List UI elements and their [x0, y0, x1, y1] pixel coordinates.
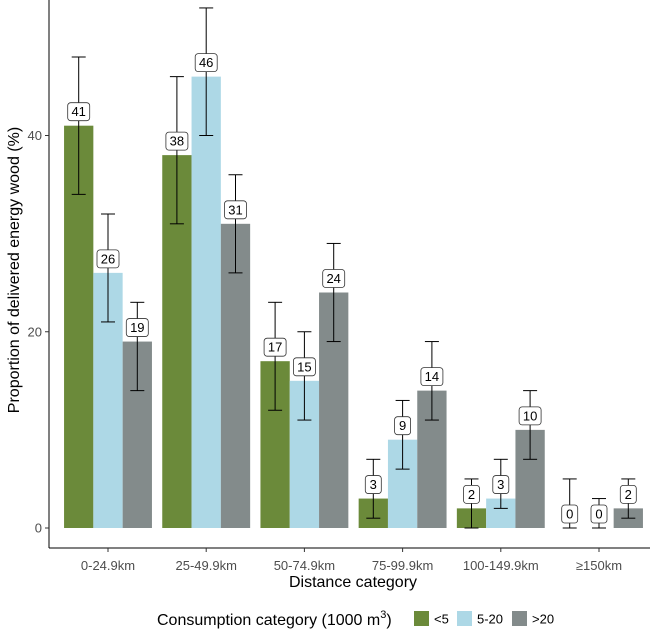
data-label-box-0-0 — [67, 102, 91, 122]
data-label-4-2: 10 — [523, 408, 537, 423]
data-label-box-1-0 — [165, 131, 189, 151]
y-tick-label-40: 40 — [28, 128, 42, 143]
data-label-3-0: 3 — [370, 477, 377, 492]
x-tick-label-5: ≥150km — [576, 558, 622, 573]
bar-1-1 — [191, 76, 221, 528]
data-label-box-1-2 — [224, 200, 247, 220]
legend-title-main: Consumption category (1000 m — [157, 612, 380, 629]
data-label-box-5-2 — [619, 484, 637, 504]
data-label-1-1: 46 — [199, 55, 213, 70]
x-tick-label-2: 50-74.9km — [274, 558, 335, 573]
data-label-box-1-1 — [194, 53, 218, 73]
data-label-0-2: 19 — [130, 320, 144, 335]
data-label-1-0: 38 — [170, 134, 184, 149]
x-tick-label-1: 25-49.9km — [175, 558, 236, 573]
data-label-box-4-0 — [463, 484, 480, 504]
data-label-2-2: 24 — [326, 271, 340, 286]
data-label-3-2: 14 — [425, 369, 439, 384]
legend-title: Consumption category (1000 m3) — [157, 609, 392, 629]
data-label-box-5-1 — [590, 504, 608, 524]
data-label-4-0: 2 — [468, 487, 475, 502]
data-label-5-0: 0 — [566, 507, 573, 522]
data-label-box-2-0 — [263, 337, 287, 357]
data-label-5-2: 2 — [625, 487, 632, 502]
plot-area: 41 26 19 38 46 31 17 15 24 3 9 14 2 3 10 0 0 2 — [64, 7, 643, 529]
legend: Consumption category (1000 m3) <5 5-20 >20 — [157, 609, 554, 629]
x-tick-label-0: 0-24.9km — [81, 558, 135, 573]
legend-label-1: 5-20 — [477, 612, 503, 627]
data-label-3-1: 9 — [399, 418, 406, 433]
legend-key-0 — [414, 611, 429, 626]
data-label-box-0-2 — [125, 318, 149, 337]
axes: Proportion of delivered energy wood (%) … — [6, 0, 650, 591]
data-label-box-2-1 — [292, 357, 316, 377]
data-label-0-0: 41 — [71, 104, 85, 119]
data-label-5-1: 0 — [595, 507, 602, 522]
legend-label-2: >20 — [532, 612, 554, 627]
x-axis-title: Distance category — [289, 574, 417, 591]
legend-title-superscript: 3 — [380, 609, 386, 621]
legend-key-1 — [457, 611, 472, 626]
data-label-box-3-0 — [364, 475, 382, 494]
data-label-4-1: 3 — [497, 477, 504, 492]
legend-key-2 — [512, 611, 527, 626]
data-label-box-5-0 — [561, 504, 579, 524]
legend-title-end: ) — [386, 612, 391, 629]
y-tick-label-0: 0 — [35, 521, 42, 536]
legend-label-0: <5 — [434, 612, 449, 627]
data-label-box-3-2 — [420, 367, 444, 387]
x-tick-label-4: 100-149.9km — [463, 558, 539, 573]
data-label-box-4-2 — [518, 406, 542, 426]
data-label-box-2-2 — [322, 269, 346, 288]
data-label-2-1: 15 — [297, 359, 311, 374]
bar-1-2 — [220, 223, 251, 528]
data-label-box-3-1 — [394, 416, 412, 436]
data-label-box-4-1 — [492, 475, 510, 494]
data-label-0-1: 26 — [101, 251, 115, 266]
data-label-box-0-1 — [96, 249, 120, 269]
x-tick-label-3: 75-99.9km — [372, 558, 433, 573]
y-tick-label-20: 20 — [28, 324, 42, 339]
y-axis-title: Proportion of delivered energy wood (%) — [6, 127, 23, 413]
data-label-1-2: 31 — [228, 202, 242, 217]
data-label-2-0: 17 — [268, 340, 282, 355]
